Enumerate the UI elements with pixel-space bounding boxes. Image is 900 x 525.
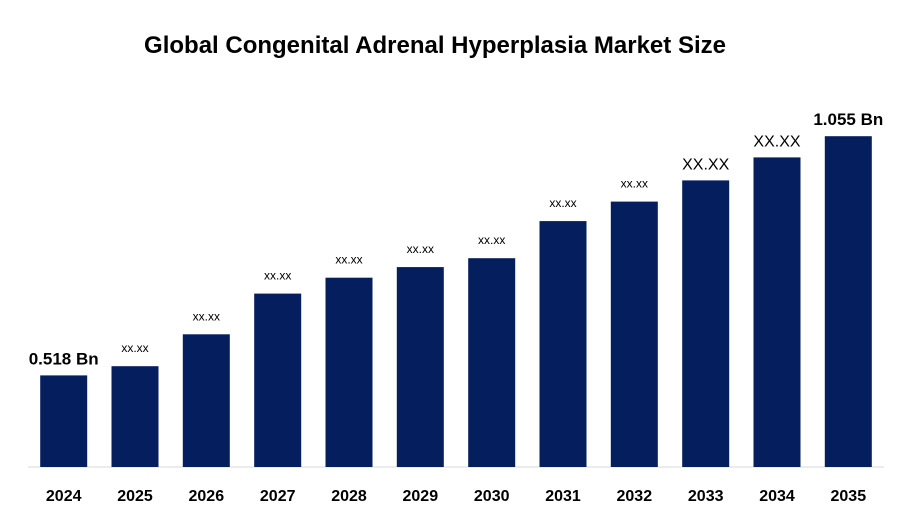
x-tick-label-2031: 2031: [545, 488, 581, 505]
x-tick-label-2035: 2035: [831, 488, 867, 505]
data-label-2031: xx.xx: [549, 196, 576, 210]
x-tick-label-2028: 2028: [331, 488, 367, 505]
x-tick-label-2034: 2034: [759, 488, 795, 505]
bar-2035: [824, 136, 872, 467]
x-tick-label-2029: 2029: [403, 488, 439, 505]
chart-title: Global Congenital Adrenal Hyperplasia Ma…: [144, 32, 726, 59]
x-tick-label-2026: 2026: [189, 488, 225, 505]
x-tick-label-2033: 2033: [688, 488, 724, 505]
data-label-2025: xx.xx: [121, 341, 148, 355]
data-label-2027: xx.xx: [264, 269, 291, 283]
bar-2030: [468, 258, 516, 467]
bar-2028: [325, 277, 373, 467]
data-label-2026: xx.xx: [193, 309, 220, 323]
data-label-2032: xx.xx: [621, 177, 648, 191]
bar-2026: [182, 334, 230, 467]
x-tick-label-2025: 2025: [117, 488, 153, 505]
data-label-2028: xx.xx: [335, 253, 362, 267]
bar-2024: [40, 375, 88, 467]
data-label-2024: 0.518 Bn: [29, 349, 99, 368]
bar-2029: [396, 267, 444, 467]
bar-2033: [682, 180, 730, 467]
data-label-2030: xx.xx: [478, 233, 505, 247]
data-label-2035: 1.055 Bn: [813, 110, 883, 129]
bar-2027: [254, 293, 302, 467]
x-tick-label-2032: 2032: [617, 488, 653, 505]
bar-2031: [539, 221, 587, 467]
data-label-2033: XX.XX: [682, 156, 729, 173]
x-tick-label-2027: 2027: [260, 488, 296, 505]
data-label-2034: XX.XX: [753, 133, 800, 150]
x-tick-label-2024: 2024: [46, 488, 82, 505]
bar-2025: [111, 366, 159, 467]
bar-2034: [753, 157, 801, 467]
x-tick-label-2030: 2030: [474, 488, 510, 505]
bar-2032: [610, 201, 658, 467]
data-label-2029: xx.xx: [407, 242, 434, 256]
